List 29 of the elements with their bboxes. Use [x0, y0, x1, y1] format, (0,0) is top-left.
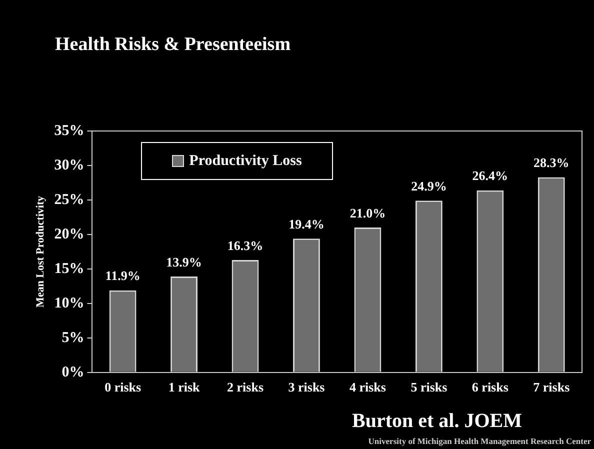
y-tick-label: 20%	[54, 226, 84, 242]
data-label: 11.9%	[105, 268, 140, 284]
x-tick-label: 5 risks	[410, 380, 448, 395]
y-tick-label: 15%	[54, 260, 84, 277]
data-label: 16.3%	[227, 238, 264, 253]
text: University of Michigan Health Management Research Center	[368, 436, 591, 446]
y-tick-label: 30%	[54, 157, 84, 174]
chart-title: Health Risks & Presenteeism	[55, 34, 291, 56]
y-tick-label: 5%	[62, 330, 84, 346]
data-label: 13.9%	[166, 254, 202, 270]
data-label: 26.4%	[472, 168, 508, 184]
x-tick-label: 6 risks	[472, 380, 508, 395]
data-label: 28.3%	[534, 155, 570, 170]
x-tick-label: 2 risks	[227, 380, 264, 395]
data-label: 19.4%	[288, 216, 324, 232]
y-tick-label: 0%	[62, 364, 84, 380]
y-axis-title: Mean Lost Productivity	[34, 195, 46, 308]
y-tick-label: 10%	[54, 295, 84, 312]
text: Burton et al. JOEM	[352, 410, 522, 433]
x-tick-label: 7 risks	[533, 380, 570, 395]
x-tick-label: 4 risks	[349, 380, 386, 395]
x-tick-label: 1 risk	[168, 380, 201, 395]
x-tick-label: 3 risks	[288, 380, 325, 395]
y-tick-label: 35%	[54, 122, 84, 139]
data-label: 21.0%	[350, 205, 386, 220]
x-tick-label: 0 risks	[104, 380, 142, 395]
data-label: 24.9%	[411, 178, 447, 194]
legend-label: Productivity Loss	[189, 152, 302, 170]
y-tick-label: 25%	[54, 192, 84, 208]
